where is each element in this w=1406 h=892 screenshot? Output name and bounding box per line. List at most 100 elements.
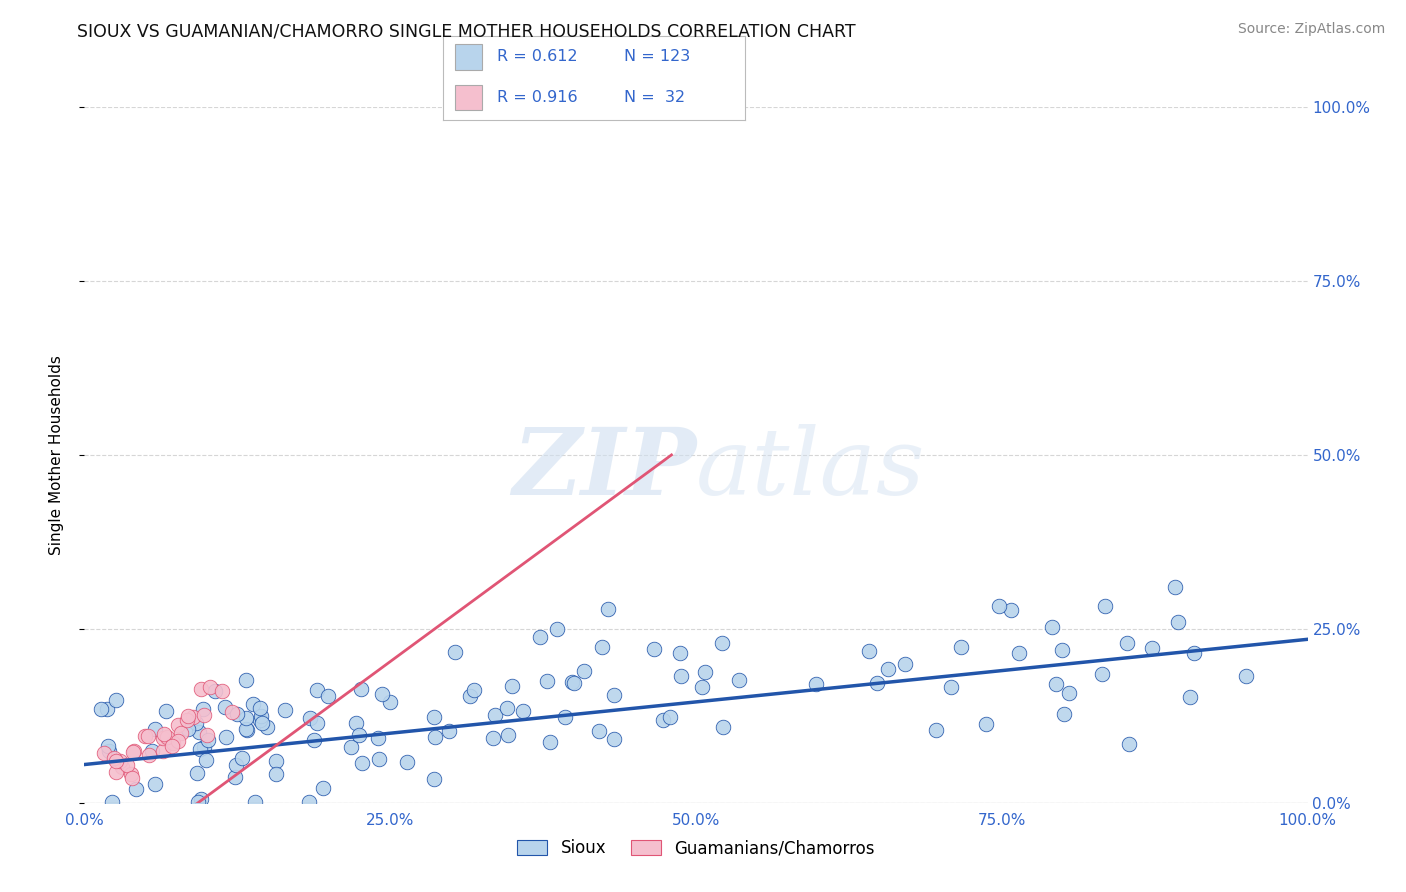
Point <box>187 724 209 739</box>
Point <box>350 756 373 771</box>
Point <box>187 795 209 809</box>
Point <box>181 710 204 724</box>
Point <box>695 665 717 679</box>
Point <box>312 781 335 796</box>
Point <box>120 767 142 781</box>
Legend: Sioux, Guamanians/Chamorros: Sioux, Guamanians/Chamorros <box>510 833 882 864</box>
Point <box>136 729 159 743</box>
Point <box>876 662 898 676</box>
Point <box>298 795 321 809</box>
Point <box>1000 603 1022 617</box>
Point <box>110 754 132 768</box>
Point <box>1007 646 1029 660</box>
Point <box>437 724 460 739</box>
Point <box>155 704 177 718</box>
Point <box>1045 676 1067 690</box>
Point <box>316 689 339 703</box>
Point <box>425 730 447 744</box>
Point <box>340 739 363 754</box>
Point <box>1184 646 1206 660</box>
Text: R = 0.612: R = 0.612 <box>498 49 578 64</box>
Point <box>304 733 326 747</box>
Point <box>193 708 215 723</box>
Point <box>153 726 176 740</box>
Point <box>235 673 257 688</box>
Point <box>924 723 946 737</box>
Point <box>974 716 997 731</box>
Point <box>1167 615 1189 629</box>
Point <box>214 700 236 714</box>
Bar <box>456 85 482 111</box>
Point <box>643 642 665 657</box>
Point <box>554 709 576 723</box>
Point <box>659 710 682 724</box>
Point <box>105 693 128 707</box>
Point <box>143 723 166 737</box>
Point <box>482 731 505 746</box>
Point <box>367 731 389 745</box>
Point <box>242 697 264 711</box>
Point <box>204 684 226 698</box>
Point <box>651 713 673 727</box>
Point <box>1164 580 1187 594</box>
Point <box>124 781 146 796</box>
Point <box>711 636 734 650</box>
Point <box>177 709 200 723</box>
Point <box>190 681 212 696</box>
Point <box>422 710 444 724</box>
Point <box>496 728 519 742</box>
Point <box>591 640 613 654</box>
Point <box>193 739 215 754</box>
Point <box>103 751 125 765</box>
Point <box>231 751 253 765</box>
Point <box>186 766 208 780</box>
Point <box>143 777 166 791</box>
Point <box>603 732 626 747</box>
Point <box>211 684 233 698</box>
Point <box>235 711 257 725</box>
Point <box>250 709 273 723</box>
Point <box>669 669 692 683</box>
Point <box>1116 636 1139 650</box>
Point <box>1057 686 1080 700</box>
Point <box>484 707 506 722</box>
Point <box>711 720 734 734</box>
Point <box>243 795 266 809</box>
Point <box>1094 599 1116 613</box>
Point <box>396 755 419 769</box>
Point <box>195 728 218 742</box>
Point <box>949 640 972 654</box>
Point <box>495 700 517 714</box>
Bar <box>456 45 482 70</box>
Point <box>224 770 246 784</box>
Point <box>894 657 917 672</box>
Point <box>988 599 1011 613</box>
Point <box>162 736 184 750</box>
Point <box>1053 707 1076 722</box>
Point <box>669 646 692 660</box>
Y-axis label: Single Mother Households: Single Mother Households <box>49 355 63 555</box>
Point <box>93 746 115 760</box>
Point <box>344 716 367 731</box>
Point <box>939 680 962 694</box>
Point <box>512 705 534 719</box>
Point <box>236 723 259 738</box>
Point <box>1040 620 1063 634</box>
Point <box>443 645 465 659</box>
Point <box>221 705 243 719</box>
Point <box>121 772 143 786</box>
Point <box>152 731 174 746</box>
Point <box>111 760 134 774</box>
Point <box>596 602 619 616</box>
Point <box>1234 669 1257 683</box>
Point <box>350 681 373 696</box>
Point <box>96 739 118 754</box>
Point <box>188 742 211 756</box>
Point <box>155 730 177 744</box>
Point <box>347 728 370 742</box>
Point <box>186 715 208 730</box>
Point <box>162 739 184 753</box>
Point <box>264 766 287 780</box>
Point <box>249 714 271 728</box>
Point <box>215 731 238 745</box>
